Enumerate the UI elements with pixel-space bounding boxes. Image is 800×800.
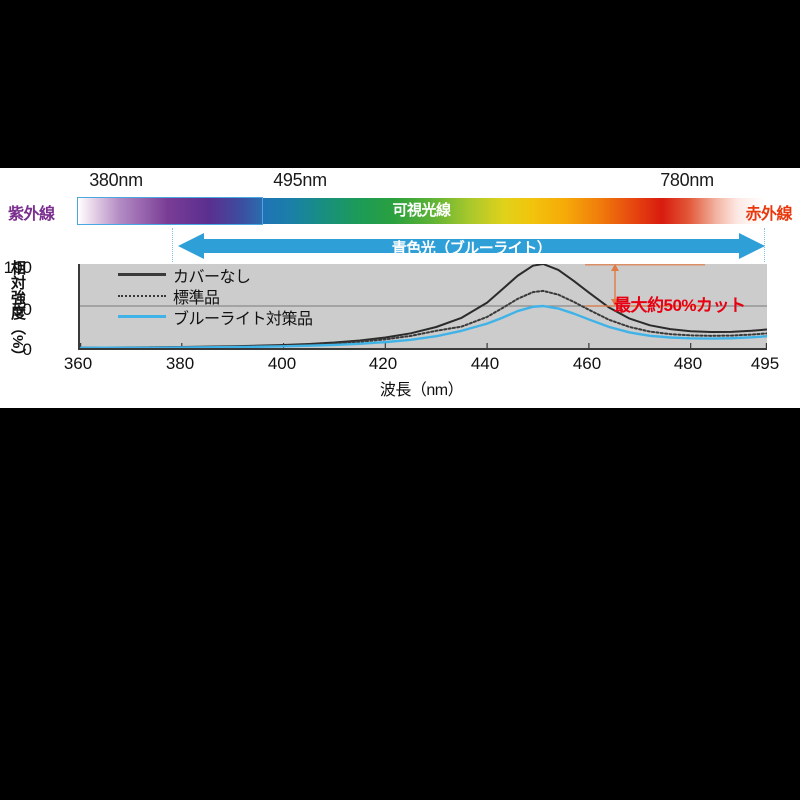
ir-label: 赤外線: [745, 206, 792, 223]
bluelight-double-arrow: [178, 232, 765, 260]
bluelight-arrow-row: 青色光（ブルーライト）: [0, 228, 800, 262]
x-tick-360: 360: [63, 354, 93, 373]
y-tick-50: 50: [13, 300, 32, 319]
figure-panel: 380nm 495nm 780nm 紫外線 可視光線 赤外線 青色光（ブルーライ…: [0, 168, 800, 408]
cut-annotation-arrow: [585, 264, 705, 307]
spectral-chart: 相対強度（%） 100 50 0 最大約50%カット: [0, 258, 800, 408]
legend-label-0: カバーなし: [173, 268, 251, 286]
y-tick-0: 0: [22, 340, 32, 359]
spectrum-tick-380: 380nm: [89, 170, 143, 190]
x-tick-495: 495: [750, 354, 780, 373]
legend-line-icon-dotted: [118, 294, 166, 297]
legend-item-2: ブルーライト対策品: [118, 306, 378, 328]
guide-line-right: [764, 228, 765, 262]
legend-item-1: 標準品: [118, 285, 378, 307]
legend-line-icon-blue: [118, 315, 166, 318]
y-tick-100: 100: [3, 258, 32, 277]
spectrum-tick-495: 495nm: [273, 170, 327, 190]
x-axis-title: 波長（nm）: [379, 382, 464, 399]
x-tick-400: 400: [267, 354, 297, 373]
x-tick-460: 460: [572, 354, 602, 373]
spectrum-gradient-bar: [78, 198, 765, 224]
plot-area: [78, 264, 767, 350]
spectrum-tick-row: 380nm 495nm 780nm: [0, 168, 800, 196]
legend-item-0: カバーなし: [118, 264, 378, 286]
x-tick-480: 480: [673, 354, 703, 373]
uv-label: 紫外線: [8, 206, 55, 223]
chart-legend: カバーなし 標準品 ブルーライト対策品: [118, 264, 378, 328]
bluelight-region-box: [77, 197, 263, 225]
cut-annotation-label: 最大約50%カット: [614, 296, 746, 315]
x-tick-380: 380: [165, 354, 195, 373]
legend-label-2: ブルーライト対策品: [173, 310, 313, 328]
spectrum-tick-780: 780nm: [660, 170, 714, 190]
guide-line-left: [172, 228, 173, 262]
series-line-2: [80, 304, 767, 348]
legend-line-icon-solid: [118, 273, 166, 276]
x-tick-420: 420: [368, 354, 398, 373]
x-tick-440: 440: [470, 354, 500, 373]
legend-label-1: 標準品: [173, 289, 220, 307]
y-axis-title: 相対強度（%）: [9, 260, 26, 364]
spectrum-bar-row: 紫外線 可視光線 赤外線: [0, 196, 800, 226]
visible-light-label: 可視光線: [392, 202, 451, 219]
